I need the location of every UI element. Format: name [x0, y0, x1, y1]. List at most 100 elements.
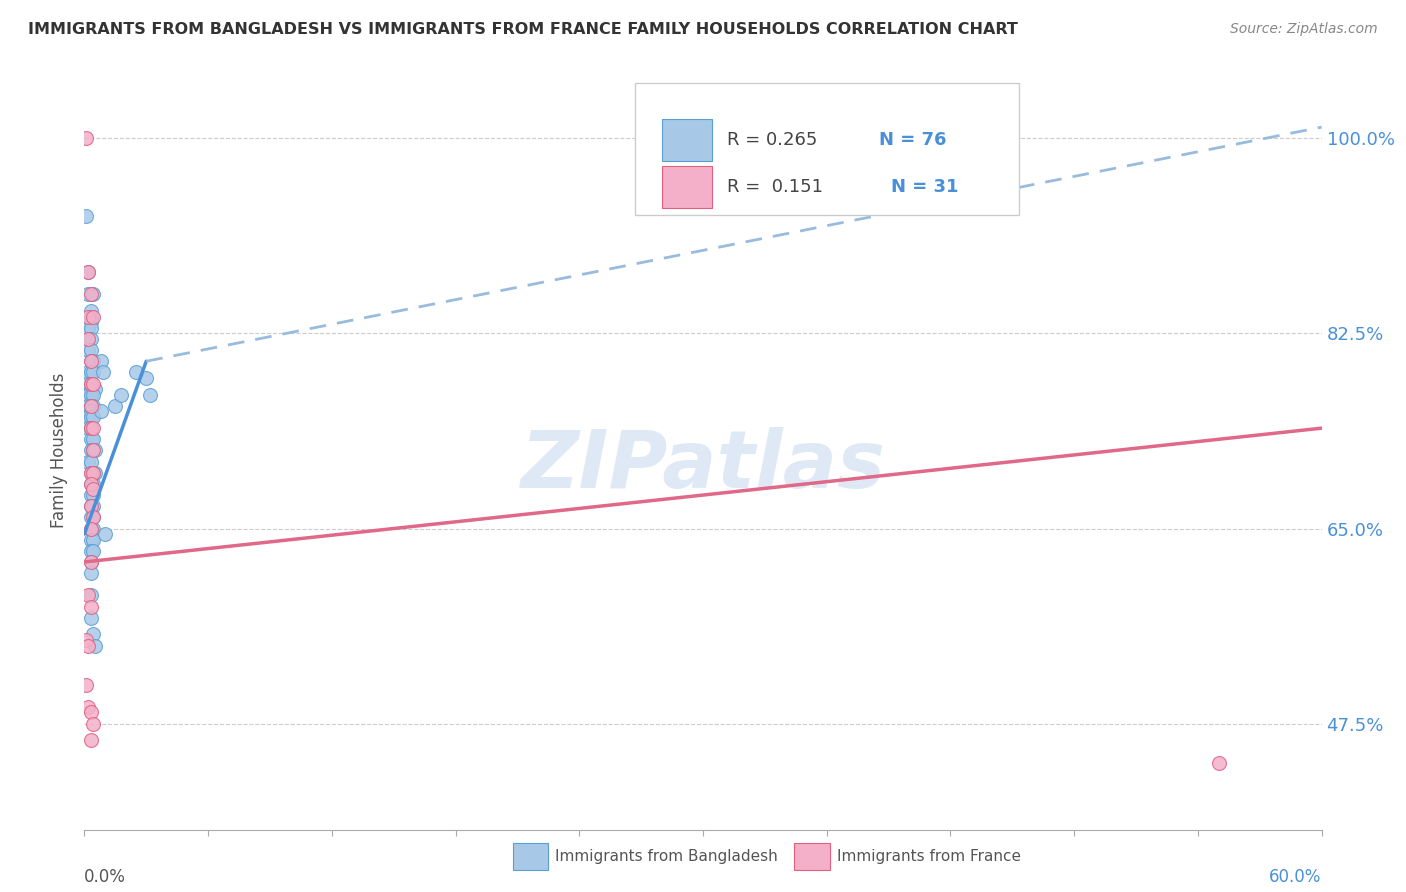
Point	[79, 387, 101, 401]
Text: IMMIGRANTS FROM BANGLADESH VS IMMIGRANTS FROM FRANCE FAMILY HOUSEHOLDS CORRELATI: IMMIGRANTS FROM BANGLADESH VS IMMIGRANTS…	[28, 22, 1018, 37]
Point	[79, 510, 101, 524]
Point	[77, 700, 100, 714]
Point	[82, 544, 104, 558]
Point	[79, 382, 101, 396]
Point	[77, 639, 100, 653]
Point	[82, 421, 104, 435]
Point	[79, 304, 101, 318]
FancyBboxPatch shape	[636, 83, 1018, 216]
Point	[104, 399, 127, 413]
Point	[79, 421, 101, 435]
Point	[79, 354, 101, 368]
Point	[77, 387, 100, 401]
Point	[79, 611, 101, 625]
Point	[79, 706, 101, 720]
Point	[79, 287, 101, 301]
Point	[82, 366, 104, 380]
Point	[79, 500, 101, 514]
Point	[79, 315, 101, 329]
Point	[77, 366, 100, 380]
Point	[82, 488, 104, 502]
Point	[77, 589, 100, 603]
Text: ZIPatlas: ZIPatlas	[520, 426, 886, 505]
Point	[82, 310, 104, 324]
Text: N = 31: N = 31	[891, 178, 959, 195]
Point	[79, 500, 101, 514]
Point	[77, 343, 100, 358]
Text: Source: ZipAtlas.com: Source: ZipAtlas.com	[1230, 22, 1378, 37]
Point	[79, 522, 101, 536]
Point	[82, 376, 104, 391]
Point	[90, 404, 112, 418]
Point	[83, 443, 105, 458]
Point	[79, 455, 101, 469]
Point	[77, 404, 100, 418]
Point	[79, 376, 101, 391]
Point	[79, 343, 101, 358]
Point	[79, 376, 101, 391]
Point	[79, 477, 101, 491]
Point	[79, 466, 101, 480]
Point	[79, 533, 101, 547]
Point	[82, 410, 104, 425]
Point	[83, 639, 105, 653]
Point	[82, 716, 104, 731]
Point	[79, 589, 101, 603]
Point	[79, 354, 101, 368]
Point	[82, 500, 104, 514]
Point	[82, 522, 104, 536]
Point	[77, 332, 100, 346]
Point	[82, 477, 104, 491]
Point	[79, 555, 101, 569]
Point	[79, 421, 101, 435]
Point	[82, 354, 104, 368]
Point	[82, 627, 104, 641]
Point	[83, 466, 105, 480]
Point	[77, 321, 100, 335]
Point	[90, 354, 112, 368]
Point	[79, 566, 101, 581]
Point	[139, 387, 162, 401]
Point	[77, 332, 100, 346]
Point	[79, 310, 101, 324]
Point	[82, 510, 104, 524]
Point	[79, 488, 101, 502]
Point	[79, 404, 101, 418]
Point	[79, 332, 101, 346]
Point	[79, 733, 101, 747]
Point	[82, 466, 104, 480]
Point	[77, 421, 100, 435]
Text: 60.0%: 60.0%	[1270, 869, 1322, 887]
Point	[77, 310, 100, 324]
Point	[79, 410, 101, 425]
Y-axis label: Family Households: Family Households	[51, 373, 69, 528]
Point	[75, 131, 97, 145]
Bar	[662, 166, 711, 208]
Point	[77, 455, 100, 469]
Point	[79, 477, 101, 491]
Point	[82, 510, 104, 524]
Point	[77, 399, 100, 413]
Point	[79, 443, 101, 458]
Point	[79, 399, 101, 413]
Point	[75, 633, 97, 648]
Text: Immigrants from Bangladesh: Immigrants from Bangladesh	[555, 849, 778, 863]
Point	[82, 466, 104, 480]
Point	[110, 387, 132, 401]
Point	[79, 321, 101, 335]
Point	[82, 399, 104, 413]
Point	[77, 265, 100, 279]
Point	[79, 399, 101, 413]
Point	[79, 522, 101, 536]
Point	[79, 433, 101, 447]
Point	[79, 544, 101, 558]
Point	[1208, 756, 1230, 770]
Text: R =  0.151: R = 0.151	[727, 178, 823, 195]
Point	[79, 555, 101, 569]
Point	[79, 599, 101, 614]
Point	[94, 527, 117, 541]
Text: Immigrants from France: Immigrants from France	[837, 849, 1021, 863]
Point	[77, 287, 100, 301]
Point	[82, 483, 104, 497]
Text: R = 0.265: R = 0.265	[727, 130, 817, 149]
